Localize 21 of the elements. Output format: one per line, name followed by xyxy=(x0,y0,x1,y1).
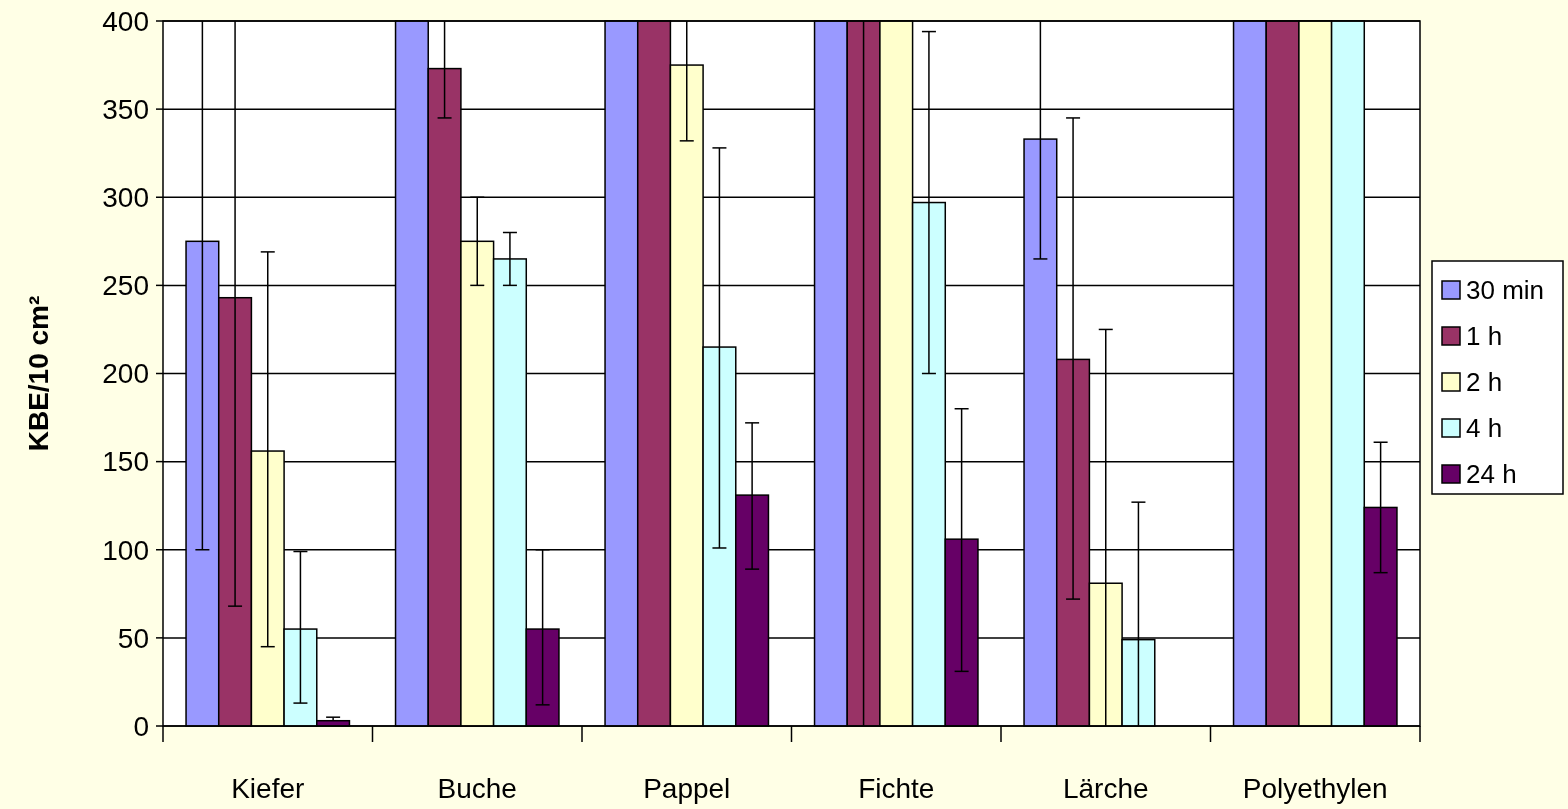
legend-label: 24 h xyxy=(1466,459,1517,490)
x-tick-label: Polyethylen xyxy=(1242,773,1388,804)
y-tick-label: 300 xyxy=(102,182,149,214)
x-tick-label: Pappel xyxy=(643,773,731,804)
legend-label: 1 h xyxy=(1466,321,1503,352)
legend-label: 30 min xyxy=(1466,275,1545,306)
x-tick-label: Kiefer xyxy=(231,773,305,804)
y-tick-label: 150 xyxy=(102,446,149,478)
y-tick-label: 100 xyxy=(102,534,149,566)
x-tick-label: Lärche xyxy=(1062,773,1149,804)
x-tick-label: Buche xyxy=(437,773,517,804)
y-tick-label: 350 xyxy=(102,93,149,125)
y-tick-label: 400 xyxy=(102,5,149,37)
x-tick-label: Fichte xyxy=(858,773,935,804)
y-tick-label: 0 xyxy=(133,710,149,742)
y-tick-label: 200 xyxy=(102,358,149,390)
y-tick-label: 250 xyxy=(102,270,149,302)
y-axis-title: KBE/10 cm² xyxy=(23,295,54,452)
legend-label: 4 h xyxy=(1466,413,1503,444)
y-tick-label: 50 xyxy=(117,622,149,654)
legend-label: 2 h xyxy=(1466,367,1503,398)
